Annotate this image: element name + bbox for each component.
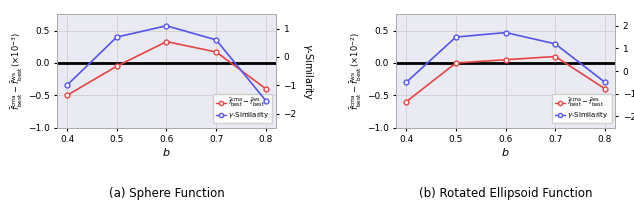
Text: (b) Rotated Ellipsoid Function: (b) Rotated Ellipsoid Function (419, 187, 592, 200)
Y-axis label: $\gamma$-Similarity: $\gamma$-Similarity (301, 42, 315, 100)
X-axis label: $b$: $b$ (162, 146, 171, 158)
Text: (a) Sphere Function: (a) Sphere Function (108, 187, 224, 200)
Y-axis label: $\bar{f}_{\mathrm{best}}^{\mathrm{cma}} - \bar{f}_{\mathrm{best}}^{\mathrm{ws}}\: $\bar{f}_{\mathrm{best}}^{\mathrm{cma}} … (10, 32, 25, 110)
Legend: $\bar{f}_{\mathrm{best}}^{\mathrm{cma}} - \bar{f}_{\mathrm{best}}^{\mathrm{ws}}$: $\bar{f}_{\mathrm{best}}^{\mathrm{cma}} … (213, 94, 273, 123)
X-axis label: $b$: $b$ (501, 146, 510, 158)
Y-axis label: $\bar{f}_{\mathrm{best}}^{\mathrm{cma}} - \bar{f}_{\mathrm{best}}^{\mathrm{ws}}\: $\bar{f}_{\mathrm{best}}^{\mathrm{cma}} … (349, 32, 364, 110)
Legend: $\bar{f}_{\mathrm{best}}^{\mathrm{cma}} - \bar{f}_{\mathrm{best}}^{\mathrm{ws}}$: $\bar{f}_{\mathrm{best}}^{\mathrm{cma}} … (552, 94, 612, 123)
